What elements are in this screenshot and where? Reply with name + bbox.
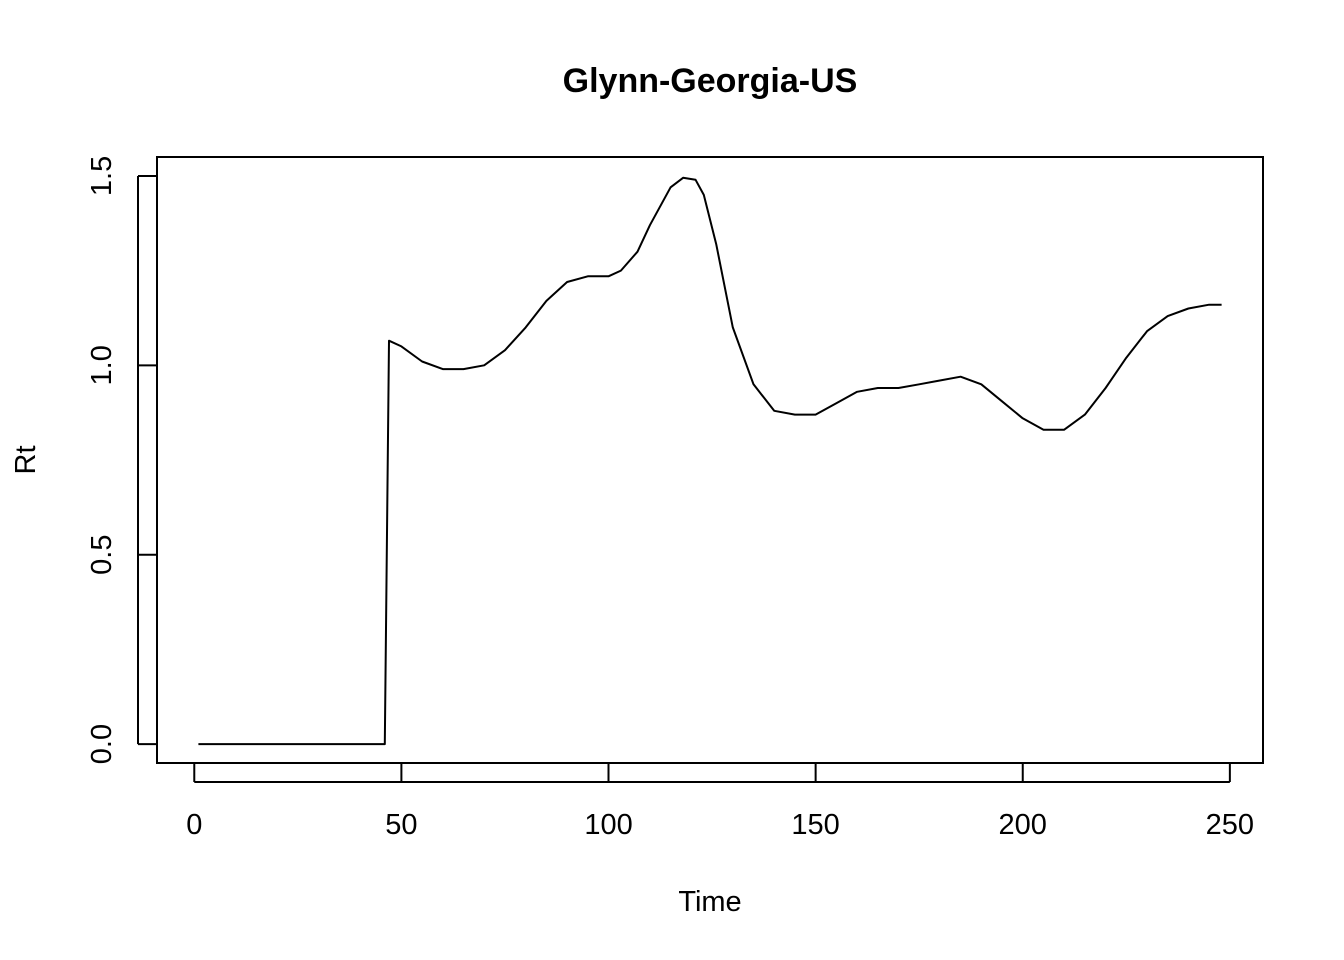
plot-area-box	[156, 156, 1264, 764]
x-axis: 0 50 100 150 200 250	[186, 762, 1254, 841]
x-tick-label: 50	[385, 809, 417, 841]
x-tick-label: 150	[791, 809, 839, 841]
x-tick-label: 250	[1206, 809, 1254, 841]
x-axis-label: Time	[678, 886, 741, 918]
y-tick-label: 1.5	[86, 156, 118, 196]
series-layer	[198, 176, 1222, 746]
y-tick-label: 1.0	[86, 345, 118, 385]
y-axis: 0.0 0.5 1.0 1.5	[86, 156, 158, 764]
y-tick-label: 0.0	[86, 724, 118, 764]
x-tick-label: 100	[584, 809, 632, 841]
x-tick-label: 0	[186, 809, 202, 841]
y-axis-label: Rt	[10, 446, 42, 475]
chart-title: Glynn-Georgia-US	[563, 62, 858, 100]
y-tick-label: 0.5	[86, 535, 118, 575]
x-tick-label: 200	[999, 809, 1047, 841]
rt-series-line	[198, 176, 1222, 746]
